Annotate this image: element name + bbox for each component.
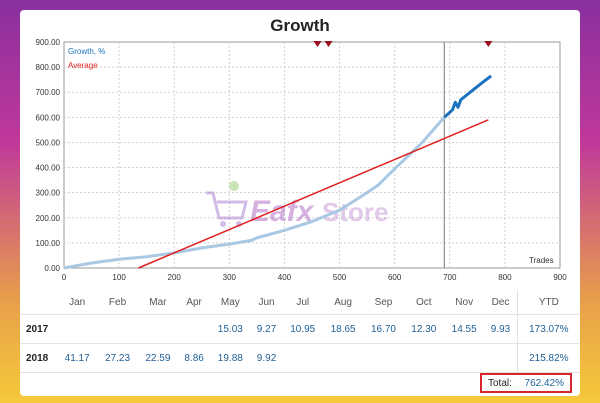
cell: 9.93 <box>484 314 518 344</box>
monthly-returns-table: Jan Feb Mar Apr May Jun Jul Aug Sep Oct … <box>20 290 580 373</box>
header-jun: Jun <box>250 290 283 315</box>
cart-icon <box>206 181 248 227</box>
header-aug: Aug <box>322 290 364 315</box>
x-axis-ticks: 0 100 200 300 400 500 600 700 800 900 <box>62 273 567 282</box>
header-year <box>20 290 57 315</box>
table-header-row: Jan Feb Mar Apr May Jun Jul Aug Sep Oct … <box>20 290 580 315</box>
header-jul: Jul <box>282 290 323 315</box>
cell: 16.70 <box>363 314 404 344</box>
cell: 19.88 <box>210 343 251 373</box>
cell: 9.92 <box>250 343 283 373</box>
y-tick-label: 600.00 <box>36 113 61 122</box>
x-tick-label: 900 <box>553 273 567 282</box>
row-year: 2017 <box>20 314 57 344</box>
header-feb: Feb <box>97 290 138 315</box>
x-tick-label: 700 <box>443 273 457 282</box>
header-ytd: YTD <box>516 290 580 315</box>
x-tick-label: 400 <box>278 273 292 282</box>
x-axis-label: Trades <box>529 256 554 265</box>
header-nov: Nov <box>444 290 485 315</box>
total-value: 762.42% <box>524 377 564 389</box>
series-line-1 <box>443 74 493 119</box>
cell: 15.03 <box>210 314 251 344</box>
chart-grid <box>63 41 561 269</box>
cell: 27.23 <box>97 343 138 373</box>
header-oct: Oct <box>403 290 444 315</box>
header-apr: Apr <box>178 290 211 315</box>
cell: 41.17 <box>57 343 98 373</box>
cell <box>322 343 364 373</box>
y-tick-label: 0.00 <box>44 264 60 273</box>
growth-card: Growth 0.00 100.00 200.00 300.00 400.00 500.0… <box>20 10 580 396</box>
cell <box>403 343 444 373</box>
y-tick-label: 900.00 <box>36 38 61 47</box>
y-tick-label: 800.00 <box>36 63 61 72</box>
x-tick-label: 800 <box>498 273 512 282</box>
cell <box>282 343 323 373</box>
chart-title: Growth <box>270 16 330 35</box>
x-tick-label: 100 <box>112 273 126 282</box>
header-jan: Jan <box>57 290 98 315</box>
series-line-2 <box>138 119 489 269</box>
y-tick-label: 300.00 <box>36 189 61 198</box>
header-sep: Sep <box>363 290 404 315</box>
top-markers <box>313 41 493 47</box>
deal-marker <box>484 41 493 47</box>
header-dec: Dec <box>484 290 518 315</box>
cell <box>178 314 211 344</box>
cell <box>444 343 485 373</box>
x-tick-label: 0 <box>62 273 67 282</box>
cell <box>97 314 138 344</box>
deal-marker <box>324 41 333 47</box>
cell: 14.55 <box>444 314 485 344</box>
y-tick-label: 500.00 <box>36 138 61 147</box>
x-tick-label: 300 <box>223 273 237 282</box>
y-tick-label: 700.00 <box>36 88 61 97</box>
header-mar: Mar <box>137 290 179 315</box>
cell <box>137 314 179 344</box>
cell <box>363 343 404 373</box>
growth-chart: 0.00 100.00 200.00 300.00 400.00 500.00 600.00… <box>36 38 568 282</box>
total-box: Total: 762.42% <box>480 373 572 393</box>
cell: 10.95 <box>282 314 323 344</box>
y-tick-label: 100.00 <box>36 239 61 248</box>
cell <box>484 343 518 373</box>
plot-frame <box>63 41 561 269</box>
header-may: May <box>210 290 251 315</box>
x-tick-label: 600 <box>388 273 402 282</box>
x-tick-label: 500 <box>333 273 347 282</box>
y-tick-label: 400.00 <box>36 164 61 173</box>
series-line-0 <box>63 116 446 270</box>
row-year: 2018 <box>20 343 57 373</box>
deal-marker <box>313 41 322 47</box>
cell-ytd: 215.82% <box>516 343 580 373</box>
legend-growth: Growth, % <box>68 47 105 56</box>
y-axis-ticks: 0.00 100.00 200.00 300.00 400.00 500.00 600.00… <box>36 38 61 273</box>
total-label: Total: <box>488 377 512 389</box>
cell: 9.27 <box>250 314 283 344</box>
cell <box>57 314 98 344</box>
cell: 8.86 <box>178 343 211 373</box>
table-row: 2018 41.17 27.23 22.59 8.86 19.88 9.92 2… <box>20 343 580 373</box>
cell: 22.59 <box>137 343 179 373</box>
watermark: Eafx Store <box>206 181 388 228</box>
watermark-eafx: Eafx <box>250 195 315 228</box>
cell: 18.65 <box>322 314 364 344</box>
legend-average: Average <box>68 61 98 70</box>
chart-series <box>63 74 493 270</box>
cell-ytd: 173.07% <box>516 314 580 344</box>
table-row: 2017 15.03 9.27 10.95 18.65 16.70 12.30 … <box>20 314 580 344</box>
y-tick-label: 200.00 <box>36 214 61 223</box>
x-tick-label: 200 <box>168 273 182 282</box>
cell: 12.30 <box>403 314 444 344</box>
